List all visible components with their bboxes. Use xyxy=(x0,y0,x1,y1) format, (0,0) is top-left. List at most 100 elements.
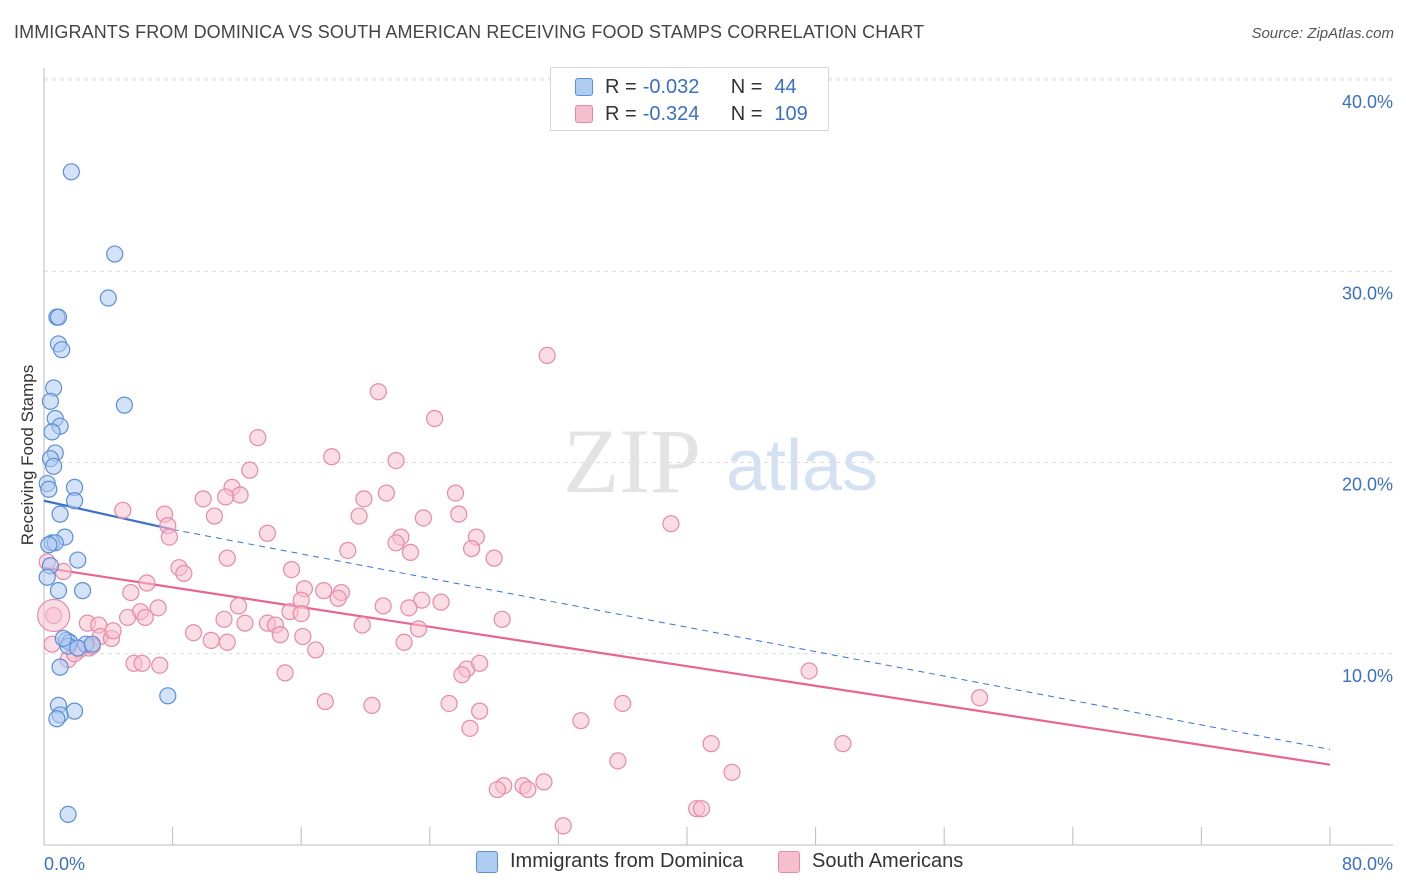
point-south-americans xyxy=(292,604,310,623)
point-south-americans xyxy=(413,591,431,609)
grid-layer xyxy=(44,77,1393,655)
point-south-americans xyxy=(294,627,312,646)
point-dominica xyxy=(38,568,56,586)
point-dominica xyxy=(45,457,63,475)
point-south-americans-large xyxy=(37,598,71,633)
chart-title: IMMIGRANTS FROM DOMINICA VS SOUTH AMERIC… xyxy=(14,22,925,42)
point-dominica xyxy=(99,289,117,307)
point-south-americans xyxy=(374,597,392,615)
point-south-americans xyxy=(194,490,212,508)
point-south-americans xyxy=(702,735,720,753)
trend-line-dominica-dashed xyxy=(172,528,1331,750)
point-south-americans xyxy=(462,539,481,558)
point-south-americans xyxy=(609,752,627,770)
point-south-americans xyxy=(184,624,203,642)
point-dominica xyxy=(62,163,80,181)
point-south-americans xyxy=(461,719,479,737)
point-south-americans xyxy=(276,664,294,682)
legend-item-south-americans[interactable]: South Americans xyxy=(778,850,963,873)
tick-labels: 10.0% 20.0% 30.0% 40.0% 0.0% 80.0% xyxy=(44,92,1393,874)
point-south-americans xyxy=(471,702,489,720)
data-points xyxy=(37,163,989,835)
point-dominica xyxy=(43,423,61,441)
point-south-americans xyxy=(485,549,503,567)
point-dominica xyxy=(83,635,101,653)
point-south-americans xyxy=(175,564,193,583)
point-south-americans xyxy=(446,484,465,502)
point-south-americans xyxy=(450,505,468,523)
point-south-americans xyxy=(395,633,413,651)
point-south-americans xyxy=(133,654,151,672)
point-south-americans xyxy=(202,631,220,649)
point-south-americans xyxy=(329,589,347,607)
point-south-americans xyxy=(355,490,373,508)
point-dominica xyxy=(106,245,124,263)
point-south-americans xyxy=(114,501,132,519)
point-south-americans xyxy=(426,409,444,428)
point-south-americans xyxy=(692,800,711,818)
point-dominica xyxy=(51,505,69,523)
point-dominica xyxy=(51,658,69,676)
point-south-americans xyxy=(723,763,741,781)
point-south-americans xyxy=(554,817,572,835)
point-south-americans xyxy=(401,543,420,561)
point-south-americans xyxy=(400,599,418,617)
point-south-americans xyxy=(353,616,371,634)
point-dominica xyxy=(65,702,84,720)
point-south-americans xyxy=(258,524,277,542)
watermark-zip: ZIP xyxy=(563,410,701,512)
legend-n-label: N = xyxy=(730,102,763,125)
point-south-americans xyxy=(217,488,235,506)
point-south-americans xyxy=(488,780,506,799)
point-south-americans xyxy=(282,560,301,579)
point-south-americans xyxy=(535,773,553,791)
point-dominica xyxy=(115,396,133,414)
point-south-americans xyxy=(151,656,169,674)
y-tick-label: 10.0% xyxy=(1342,666,1393,686)
y-axis-label: Receiving Food Stamps xyxy=(18,364,37,546)
legend-row-dominica: R = -0.032 N = 44 xyxy=(575,74,797,100)
legend-n-label: N = xyxy=(730,75,763,98)
point-south-americans xyxy=(236,614,254,632)
point-south-americans xyxy=(136,608,154,627)
point-south-americans xyxy=(249,429,267,447)
point-dominica xyxy=(69,551,87,569)
legend-r-value: -0.324 xyxy=(642,102,700,125)
legend-r-label: R = xyxy=(605,102,637,125)
correlation-legend: R = -0.032 N = 44 R = -0.324 N = 109 xyxy=(550,67,829,131)
point-south-americans xyxy=(323,448,341,466)
point-south-americans xyxy=(316,692,334,711)
point-south-americans xyxy=(104,622,122,640)
trend-line-dominica xyxy=(43,499,173,531)
point-south-americans xyxy=(271,626,289,644)
legend-item-dominica[interactable]: Immigrants from Dominica xyxy=(476,850,743,873)
point-south-americans xyxy=(307,641,325,659)
point-dominica xyxy=(69,639,87,657)
point-south-americans xyxy=(414,509,432,527)
point-south-americans xyxy=(160,528,178,546)
axes-layer xyxy=(43,68,1393,846)
point-dominica xyxy=(40,536,58,554)
legend-row-south-americans: R = -0.324 N = 109 xyxy=(575,101,808,127)
trend-lines xyxy=(43,499,1331,766)
legend-n-value: 44 xyxy=(774,75,797,98)
point-dominica xyxy=(65,492,84,510)
point-dominica xyxy=(59,805,77,824)
point-south-americans xyxy=(339,541,357,560)
point-dominica xyxy=(49,308,68,326)
x-tick-label-min: 0.0% xyxy=(44,854,85,874)
y-tick-label: 40.0% xyxy=(1342,92,1393,112)
point-dominica xyxy=(48,710,66,728)
point-south-americans xyxy=(493,610,511,628)
point-south-americans xyxy=(453,666,471,684)
point-south-americans xyxy=(614,694,632,713)
point-south-americans xyxy=(800,662,818,680)
point-dominica xyxy=(54,629,72,648)
point-south-americans xyxy=(118,608,137,627)
point-dominica xyxy=(41,392,60,410)
point-south-americans xyxy=(834,735,852,753)
series-legend: Immigrants from Dominica South Americans xyxy=(0,850,1406,878)
point-south-americans xyxy=(369,383,387,401)
legend-swatch-blue xyxy=(476,850,498,873)
